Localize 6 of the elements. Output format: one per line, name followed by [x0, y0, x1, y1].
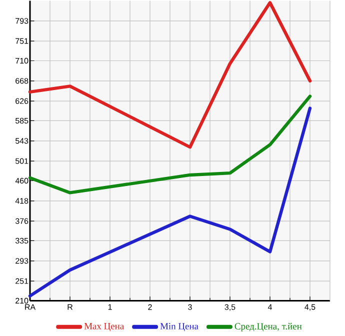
line-series [28, 1, 312, 149]
legend-label: Min Цена [160, 323, 198, 332]
legend-label: Сред.Цена, т.йен [234, 323, 302, 332]
legend-label: Max Цена [84, 323, 124, 332]
line-series [28, 106, 312, 298]
line-series [28, 94, 312, 194]
